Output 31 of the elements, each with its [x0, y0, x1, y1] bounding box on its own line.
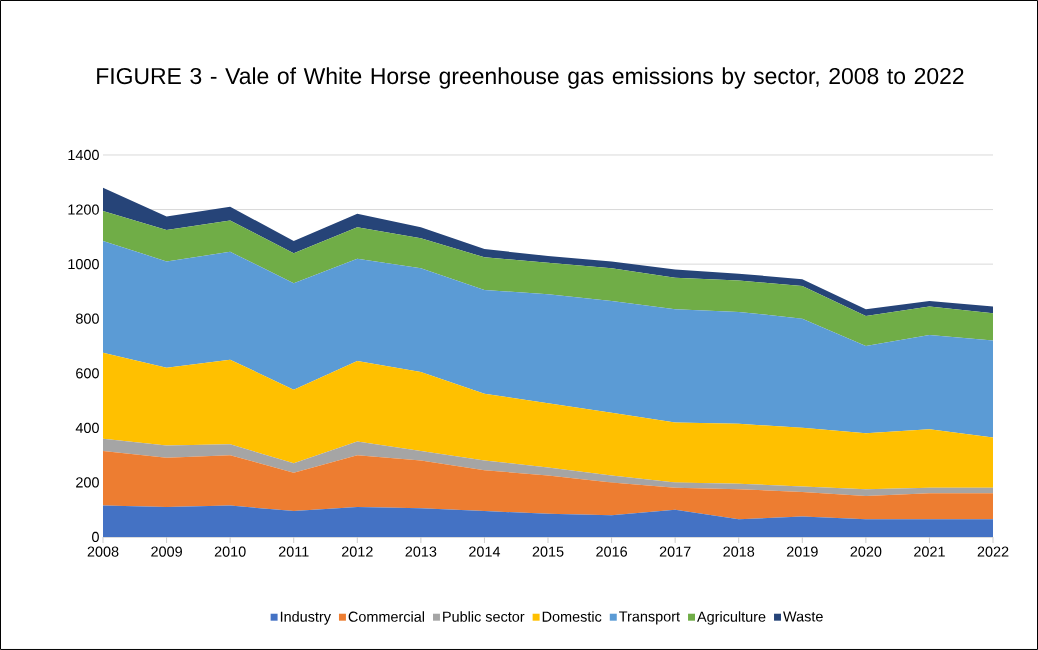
legend-label: Commercial — [348, 611, 425, 622]
legend-label: Domestic — [542, 611, 602, 622]
y-tick-label: 1400 — [68, 149, 99, 161]
legend-label: Industry — [280, 611, 331, 625]
y-tick-label: 1000 — [68, 259, 99, 270]
x-tick-label: 2016 — [596, 546, 628, 557]
x-tick-label: 2017 — [659, 546, 691, 557]
x-tick-label: 2019 — [786, 546, 818, 557]
x-tick-label: 2011 — [278, 546, 309, 557]
y-tick-label: 0 — [92, 531, 99, 543]
legend-label: Transport — [619, 611, 680, 625]
x-tick-label: 2015 — [532, 546, 564, 557]
x-tick-label: 2021 — [914, 546, 945, 557]
x-tick-label: 2010 — [214, 546, 246, 557]
x-tick-label: 2022 — [977, 546, 1009, 557]
x-tick-label: 2020 — [850, 546, 882, 557]
legend-label: Waste — [783, 611, 823, 622]
y-tick-label: 1200 — [68, 204, 99, 215]
y-tick-label: 200 — [76, 477, 99, 488]
x-tick-label: 2014 — [469, 546, 501, 557]
y-tick-label: 800 — [76, 313, 99, 324]
x-tick-label: 2012 — [341, 546, 373, 557]
x-tick-label: 2008 — [87, 546, 119, 557]
legend-label: Public sector — [443, 611, 525, 622]
y-tick-label: 400 — [75, 422, 99, 433]
x-tick-label: 2009 — [151, 546, 182, 557]
legend-label: Agriculture — [697, 611, 766, 625]
x-tick-label: 2013 — [405, 546, 437, 557]
y-tick-label: 600 — [76, 368, 99, 379]
chart-title: FIGURE 3 - Vale of White Horse greenhouse gas emissions by sector, 2008 to 2022 — [97, 67, 964, 89]
x-tick-label: 2018 — [723, 546, 755, 557]
